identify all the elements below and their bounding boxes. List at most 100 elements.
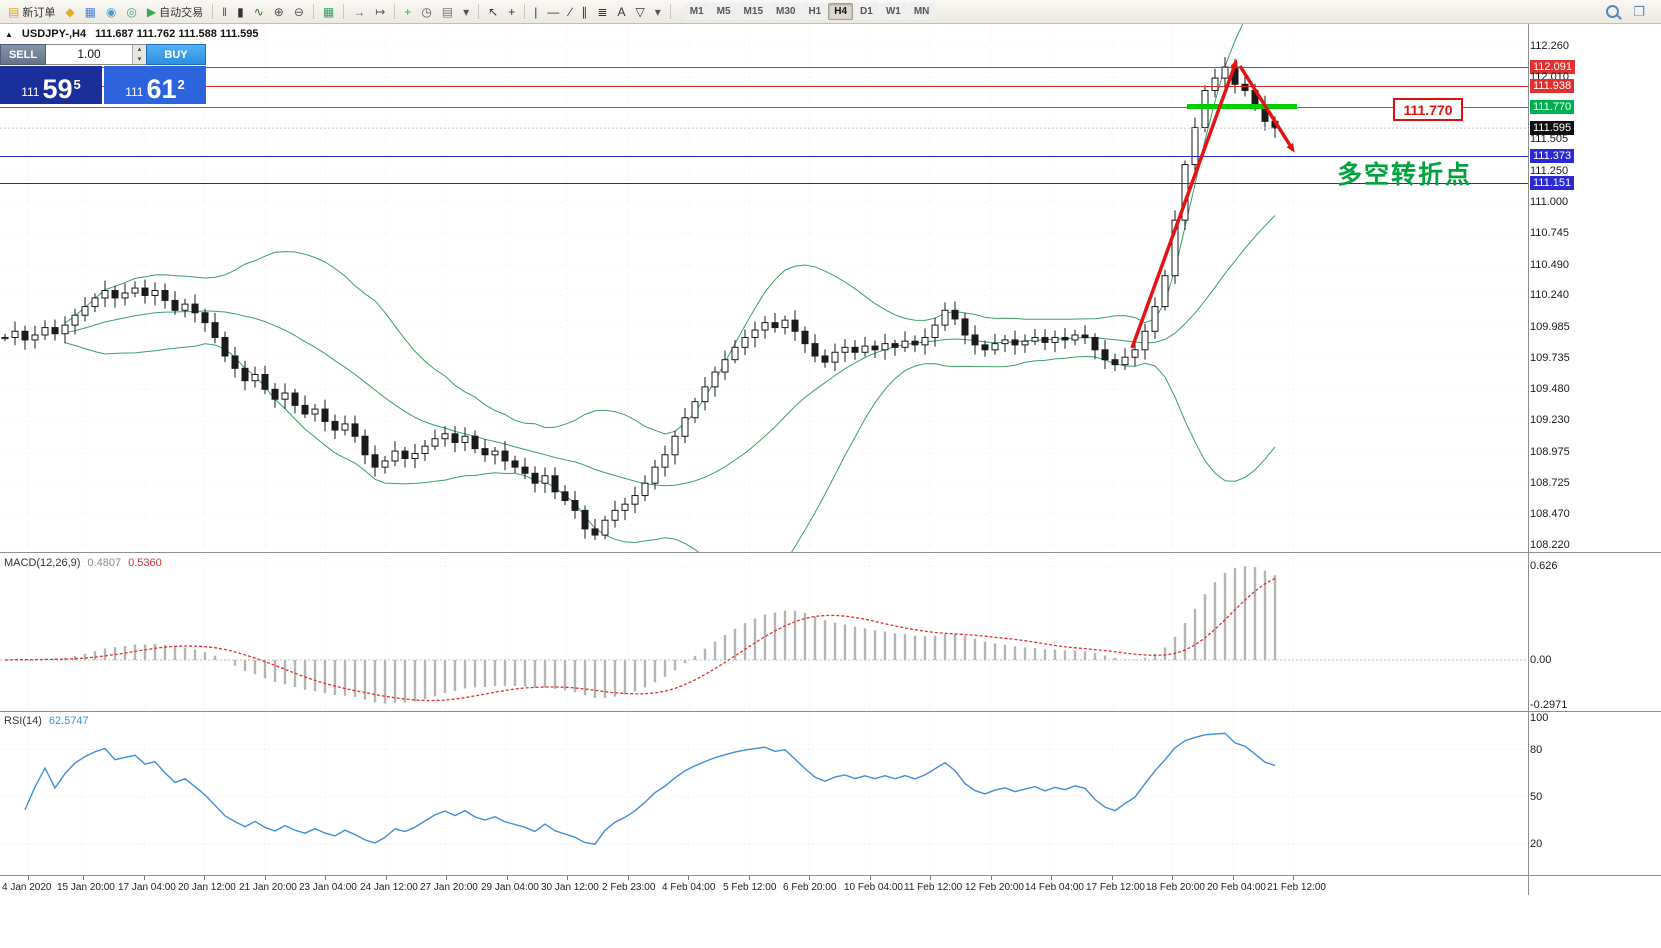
time-tick-label: 14 Feb 04:00 [1025, 882, 1084, 893]
period-clock-icon-glyph: ◷ [421, 4, 432, 19]
toolbar-separator [312, 4, 314, 19]
terminal-icon[interactable]: ◎ [122, 2, 140, 22]
new-order-button[interactable]: ▤ 新订单 [4, 2, 59, 22]
ask-main-digits: 61 [146, 74, 177, 104]
volume-increase-button[interactable]: ▴ [133, 45, 146, 55]
time-scale[interactable]: 4 Jan 2020 15 Jan 20:00 17 Jan 04:00 20 Jan… [0, 876, 1528, 898]
time-tick-label: 18 Feb 20:00 [1146, 882, 1205, 893]
rsi-panel-svg[interactable] [0, 712, 1528, 875]
bid-price-display[interactable]: 111 59 5 [0, 66, 102, 104]
cascade-windows-icon[interactable]: ❐ [1629, 2, 1649, 22]
channel-tool-icon[interactable]: ∥ [577, 2, 591, 22]
trendline-tool-icon[interactable]: ∕ [565, 2, 575, 22]
time-tick-mark [688, 876, 689, 880]
price-tick-111.938: 111.938 [1530, 78, 1575, 93]
price-tick-108.470: 108.470 [1530, 508, 1570, 521]
tile-windows-icon-glyph: ▦ [322, 4, 335, 19]
text-tool-icon[interactable]: A [613, 2, 629, 22]
volume-value[interactable]: 1.00 [77, 47, 101, 61]
time-tick-label: 20 Feb 04:00 [1207, 882, 1266, 893]
price-tick-109.735: 109.735 [1530, 351, 1570, 364]
timeframe-d1-button[interactable]: D1 [854, 3, 879, 20]
price-scale[interactable]: 112.260 112.091 112.010 111.938 111.770 111.5… [1530, 24, 1660, 895]
volume-decrease-button[interactable]: ▾ [133, 54, 146, 64]
price-tick-111.505: 111.505 [1530, 133, 1569, 146]
search-icon[interactable] [1602, 2, 1623, 22]
autotrading-button-label: 自动交易 [159, 6, 204, 19]
toolbar-left-group: ▤ 新订单 ◆ ▦ ◉ ◎ ▶ 自动交易 ‖ ▮ ∿ ⊕ ⊖ ▦ → ↦ + ◷ ▤ ▾ ↖ + | ― ∕ ∥ ≣ A ▽ ▾ [4, 2, 674, 22]
bar-chart-mode-icon[interactable]: ‖ [218, 2, 231, 22]
market-watch-icon[interactable]: ▦ [81, 2, 100, 22]
timeframe-w1-button[interactable]: W1 [879, 3, 907, 20]
templates-icon[interactable]: ▤ [438, 2, 457, 22]
time-tick-label: 23 Jan 04:00 [299, 882, 357, 893]
zoom-out-icon[interactable]: ⊖ [290, 2, 308, 22]
time-tick-mark [325, 876, 326, 880]
timeframe-m1-button[interactable]: M1 [683, 3, 710, 20]
chart-shift-icon-glyph: ↦ [375, 4, 386, 19]
market-watch-icon-glyph: ▦ [84, 4, 96, 19]
buy-button[interactable]: BUY [146, 44, 206, 65]
templates-dropdown-icon[interactable]: ▾ [459, 2, 473, 22]
shapes-dropdown-icon[interactable]: ▾ [651, 2, 665, 22]
time-tick-label: 6 Feb 20:00 [783, 882, 837, 893]
cursor-tool-icon[interactable]: ↖ [484, 2, 502, 22]
volume-spinner: ▴ ▾ [132, 45, 146, 64]
rsi-value: 62.5747 [48, 715, 89, 727]
chart-symbol-header: ▲ USDJPY-,H4 111.687 111.762 111.588 111… [5, 28, 259, 40]
candlestick-mode-icon[interactable]: ▮ [233, 2, 248, 22]
favorites-icon[interactable]: ◆ [61, 2, 78, 22]
time-tick-label: 30 Jan 12:00 [541, 882, 599, 893]
time-tick-label: 11 Feb 12:00 [904, 882, 963, 893]
autotrading-button[interactable]: ▶ 自动交易 [143, 2, 207, 22]
tile-windows-icon[interactable]: ▦ [319, 2, 338, 22]
fibonacci-tool-icon[interactable]: ≣ [593, 2, 611, 22]
zoom-in-icon[interactable]: ⊕ [270, 2, 288, 22]
new-order-glyph: ▤ [8, 4, 20, 19]
main-macd-divider[interactable] [0, 552, 1661, 553]
price-tick-111.373: 111.373 [1530, 148, 1575, 163]
rsi-scale-100: 100 [1530, 712, 1549, 724]
vertical-line-tool-icon[interactable]: | [530, 2, 541, 22]
macd-rsi-divider[interactable] [0, 711, 1661, 712]
time-tick-mark [265, 876, 266, 880]
ask-price-display[interactable]: 111 61 2 [104, 66, 206, 104]
time-tick-label: 4 Jan 2020 [2, 882, 52, 893]
ask-pip-digit: 2 [177, 77, 185, 92]
time-tick-mark [507, 876, 508, 880]
sell-button[interactable]: SELL [0, 44, 46, 65]
time-tick-mark [1233, 876, 1234, 880]
timeframe-m5-button[interactable]: M5 [710, 3, 737, 20]
text-tool-icon-glyph: A [617, 4, 626, 19]
chart-shift-icon[interactable]: ↦ [371, 2, 389, 22]
rsi-title: RSI(14) [4, 715, 42, 727]
main-chart-svg[interactable] [0, 24, 1528, 552]
navigator-icon-glyph: ◉ [105, 4, 117, 19]
add-indicator-icon[interactable]: + [400, 2, 415, 22]
timeframe-h4-button[interactable]: H4 [828, 3, 854, 20]
ask-prefix: 111 [125, 85, 144, 99]
macd-scale--0.2971: -0.2971 [1530, 698, 1568, 711]
toolbar-separator [669, 4, 671, 19]
line-chart-mode-icon[interactable]: ∿ [250, 2, 268, 22]
toolbar-separator [212, 4, 214, 19]
time-tick-mark [1051, 876, 1052, 880]
macd-panel-svg[interactable] [0, 554, 1528, 711]
crosshair-tool-icon[interactable]: + [504, 2, 519, 22]
timeframe-m15-button[interactable]: M15 [737, 3, 769, 20]
shapes-tool-icon[interactable]: ▽ [631, 2, 648, 22]
auto-scroll-icon[interactable]: → [349, 2, 369, 22]
horizontal-line-tool-icon[interactable]: ― [543, 2, 563, 22]
volume-stepper[interactable]: 1.00 ▴ ▾ [46, 44, 146, 65]
period-clock-icon[interactable]: ◷ [417, 2, 435, 22]
price-tick-110.745: 110.745 [1530, 227, 1569, 240]
timeframe-h1-button[interactable]: H1 [802, 3, 828, 20]
line-chart-mode-icon-glyph: ∿ [253, 4, 264, 19]
trendline-tool-icon-glyph: ∕ [569, 4, 572, 19]
timeframe-mn-button[interactable]: MN [907, 3, 936, 20]
navigator-icon[interactable]: ◉ [102, 2, 120, 22]
toolbar-separator [478, 4, 480, 19]
price-axis-border [1528, 24, 1529, 895]
timeframe-m30-button[interactable]: M30 [770, 3, 802, 20]
